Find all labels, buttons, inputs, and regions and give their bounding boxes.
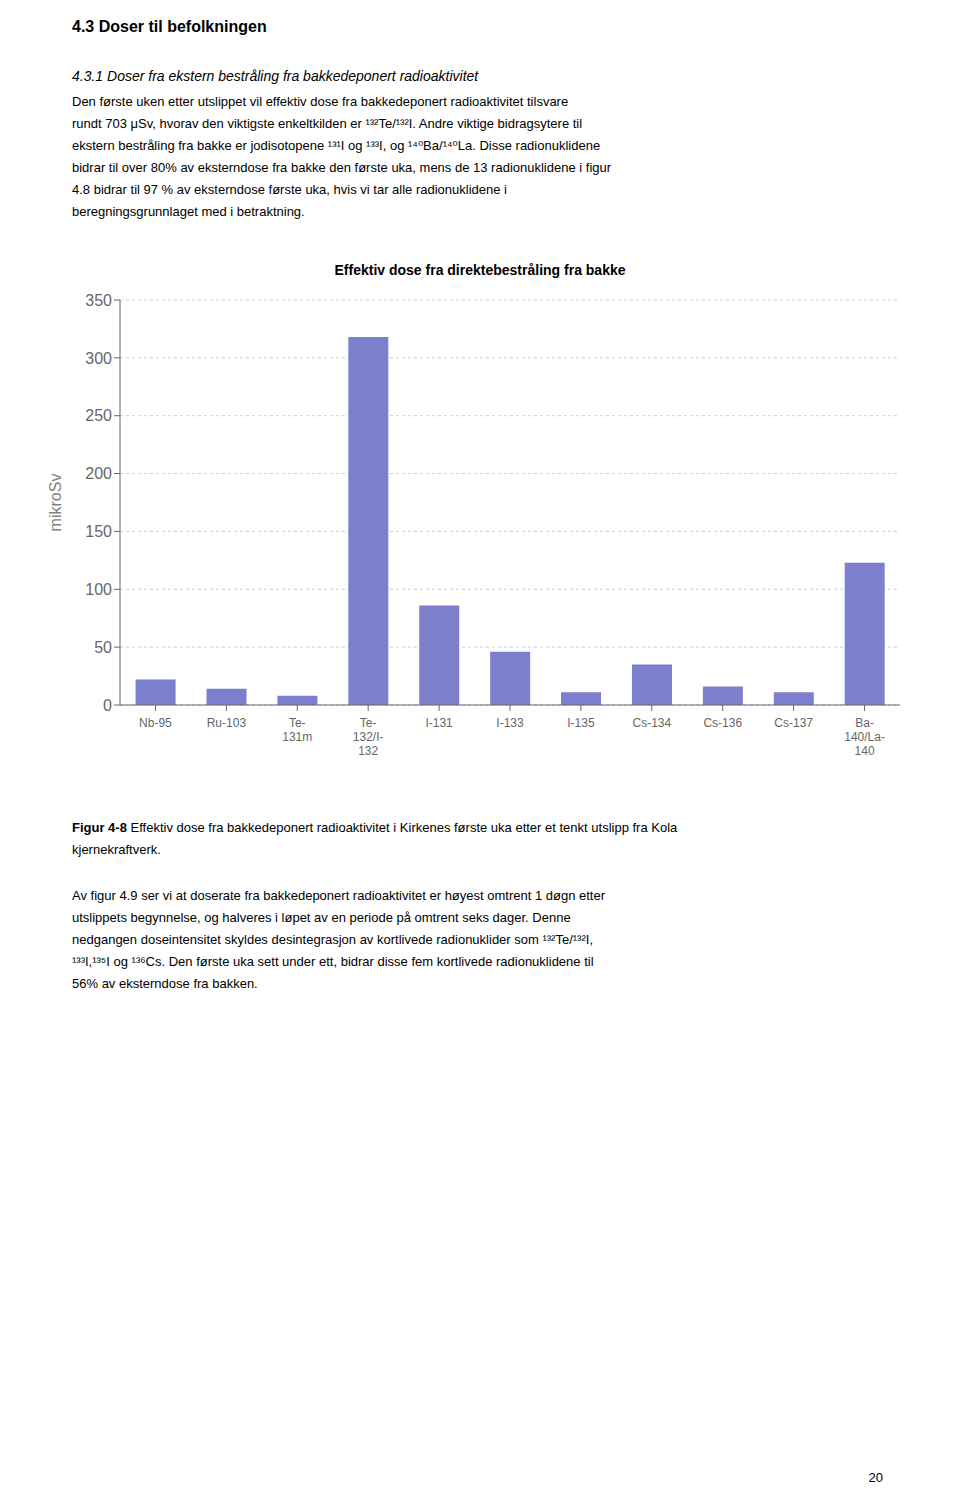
html-text:rundt 703 μSv, hvorav den vikt: rundt 703 μSv, hvorav den viktigste enke…	[72, 116, 583, 131]
svg-text:Cs-136: Cs-136	[703, 716, 742, 730]
html-text:utslippets begynnelse, og halv: utslippets begynnelse, og halveres i løp…	[72, 910, 571, 925]
svg-text:I-133: I-133	[496, 716, 524, 730]
svg-text:0: 0	[103, 697, 112, 714]
html-text:beregningsgrunnlaget med i bet: beregningsgrunnlaget med i betraktning.	[72, 204, 305, 219]
svg-text:100: 100	[85, 581, 112, 598]
html-text:Den første uken etter utslippe: Den første uken etter utslippet vil effe…	[72, 94, 569, 109]
html-text:20: 20	[868, 1470, 883, 1485]
svg-text:I-135: I-135	[567, 716, 595, 730]
svg-text:Ru-103: Ru-103	[207, 716, 247, 730]
svg-text:I-131: I-131	[425, 716, 453, 730]
html-text:¹³³I,¹³⁵I og ¹³⁶Cs. Den første: ¹³³I,¹³⁵I og ¹³⁶Cs. Den første uka sett …	[72, 954, 594, 969]
svg-text:Ba-140/La-140: Ba-140/La-140	[844, 716, 885, 758]
html-text:4.3.1 Doser fra ekstern bestrå: 4.3.1 Doser fra ekstern bestråling fra b…	[72, 68, 479, 84]
html-text:4.8 bidrar til 97 % av ekstern: 4.8 bidrar til 97 % av eksterndose først…	[72, 182, 507, 197]
svg-text:Nb-95: Nb-95	[139, 716, 172, 730]
svg-text:Te-131m: Te-131m	[282, 716, 312, 744]
svg-text:250: 250	[85, 407, 112, 424]
svg-text:150: 150	[85, 523, 112, 540]
svg-text:mikroSv: mikroSv	[47, 474, 64, 532]
svg-text:200: 200	[85, 465, 112, 482]
html-text:4.3 Doser til befolkningen: 4.3 Doser til befolkningen	[72, 18, 267, 35]
html-text:Figur 4-8 Effektiv dose fra ba: Figur 4-8 Effektiv dose fra bakkedeponer…	[72, 820, 678, 835]
html-text:56% av eksterndose fra bakken.: 56% av eksterndose fra bakken.	[72, 976, 258, 991]
svg-text:Cs-137: Cs-137	[774, 716, 813, 730]
html-text:bidrar til over 80% av ekstern: bidrar til over 80% av eksterndose fra b…	[72, 160, 612, 175]
svg-text:50: 50	[94, 639, 112, 656]
svg-text:350: 350	[85, 292, 112, 309]
svg-text:Te-132/I-132: Te-132/I-132	[353, 716, 384, 758]
html-text:kjernekraftverk.: kjernekraftverk.	[72, 842, 161, 857]
svg-text:300: 300	[85, 350, 112, 367]
html-text:nedgangen doseintensitet skyld: nedgangen doseintensitet skyldes desinte…	[72, 932, 593, 947]
svg-text:Cs-134: Cs-134	[632, 716, 671, 730]
html-text:Av figur 4.9 ser vi at doserat: Av figur 4.9 ser vi at doserate fra bakk…	[72, 888, 605, 903]
html-text:ekstern bestråling fra bakke e: ekstern bestråling fra bakke er jodisoto…	[72, 138, 601, 153]
html-text:Effektiv dose fra direktebestr: Effektiv dose fra direktebestråling fra …	[334, 262, 626, 278]
